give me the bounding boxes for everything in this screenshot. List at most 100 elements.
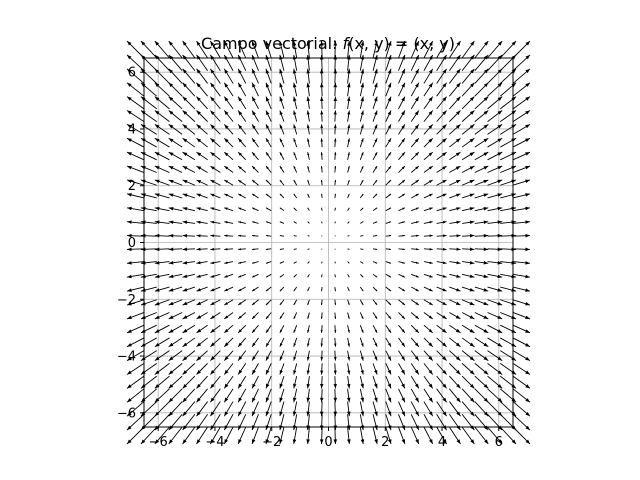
vector-arrow	[306, 401, 310, 417]
arrow-head	[401, 110, 405, 116]
arrow-head	[127, 233, 132, 238]
vector-arrow	[436, 165, 447, 173]
vector-arrow	[372, 324, 378, 334]
arrow-head	[497, 179, 503, 184]
vector-arrow	[449, 324, 461, 334]
vector-arrow	[474, 413, 489, 431]
arrow-head	[265, 152, 269, 156]
vector-arrow	[265, 261, 272, 264]
vector-arrow	[265, 138, 272, 148]
arrow-head	[346, 397, 351, 403]
vector-arrow	[154, 401, 170, 417]
vector-arrow	[265, 324, 272, 334]
arrow-head	[168, 233, 174, 238]
vector-arrow	[499, 68, 517, 84]
arrow-head	[168, 397, 174, 403]
arrow-head	[333, 41, 338, 46]
arrow-head	[455, 356, 461, 361]
arrow-head	[224, 68, 229, 74]
arrow-head	[196, 152, 202, 157]
vector-arrow	[372, 96, 378, 110]
arrow-head	[347, 316, 350, 319]
arrow-head	[140, 356, 146, 361]
vector-arrow	[333, 41, 338, 59]
arrow-head	[388, 166, 392, 170]
arrow-head	[483, 166, 489, 170]
arrow-head	[497, 356, 503, 361]
arrow-head	[415, 54, 419, 60]
vector-arrow	[423, 388, 434, 403]
vector-arrow	[279, 221, 285, 224]
vector-arrow	[126, 193, 145, 199]
arrow-head	[401, 41, 406, 46]
vector-arrow	[126, 299, 145, 306]
arrow-head	[497, 329, 503, 333]
vector-arrow	[512, 401, 531, 417]
arrow-head	[307, 207, 309, 210]
vector-arrow	[182, 40, 196, 59]
vector-arrow	[423, 110, 434, 122]
arrow-head	[374, 425, 378, 431]
arrow-head	[388, 207, 392, 210]
arrow-head	[443, 234, 447, 238]
vector-arrow	[306, 426, 310, 445]
arrow-head	[401, 166, 405, 170]
vector-arrow	[279, 414, 285, 431]
arrow-head	[525, 261, 530, 265]
vector-arrow	[474, 337, 489, 348]
vector-arrow	[347, 274, 350, 278]
vector-arrow	[224, 234, 234, 237]
arrow-head	[224, 96, 229, 102]
arrow-head	[154, 329, 160, 333]
vector-arrow	[461, 179, 475, 186]
vector-arrow	[423, 401, 434, 417]
arrow-head	[196, 328, 202, 333]
vector-arrow	[210, 273, 221, 278]
arrow-head	[279, 248, 282, 250]
vector-arrow	[292, 401, 298, 417]
vector-arrow	[423, 337, 434, 348]
arrow-head	[265, 96, 270, 102]
arrow-head	[182, 356, 188, 361]
vector-arrow	[307, 299, 310, 306]
arrow-head	[387, 68, 392, 74]
arrow-head	[265, 82, 270, 88]
arrow-head	[455, 124, 461, 129]
arrow-head	[415, 41, 419, 46]
arrow-head	[442, 166, 447, 170]
vector-arrow	[360, 261, 364, 264]
vector-arrow	[126, 54, 145, 72]
vector-arrow	[512, 220, 531, 224]
vector-arrow	[410, 54, 420, 71]
arrow-head	[361, 275, 364, 278]
vector-arrow	[385, 414, 392, 431]
arrow-head	[279, 152, 283, 156]
arrow-head	[456, 68, 461, 74]
vector-arrow	[487, 426, 503, 445]
arrow-head	[320, 343, 323, 347]
arrow-head	[279, 124, 283, 129]
arrow-head	[265, 439, 270, 444]
vector-arrow	[500, 363, 517, 375]
vector-arrow	[140, 96, 158, 110]
vector-arrow	[279, 350, 285, 361]
vector-arrow	[210, 261, 221, 265]
vector-arrow	[474, 54, 489, 72]
arrow-head	[307, 193, 309, 196]
arrow-head	[361, 152, 364, 156]
vector-arrow	[237, 54, 247, 71]
vector-arrow	[126, 96, 145, 110]
vector-arrow	[168, 375, 183, 389]
arrow-head	[525, 41, 530, 46]
vector-arrow	[487, 193, 503, 199]
vector-arrow	[223, 375, 234, 389]
vector-arrow	[196, 68, 208, 84]
vector-arrow	[126, 151, 145, 161]
vector-arrow	[252, 248, 259, 251]
vector-arrow	[154, 54, 170, 72]
arrow-head	[265, 41, 270, 46]
arrow-head	[210, 261, 215, 265]
arrow-head	[320, 124, 324, 128]
vector-arrow	[196, 82, 208, 97]
vector-arrow	[140, 233, 157, 238]
